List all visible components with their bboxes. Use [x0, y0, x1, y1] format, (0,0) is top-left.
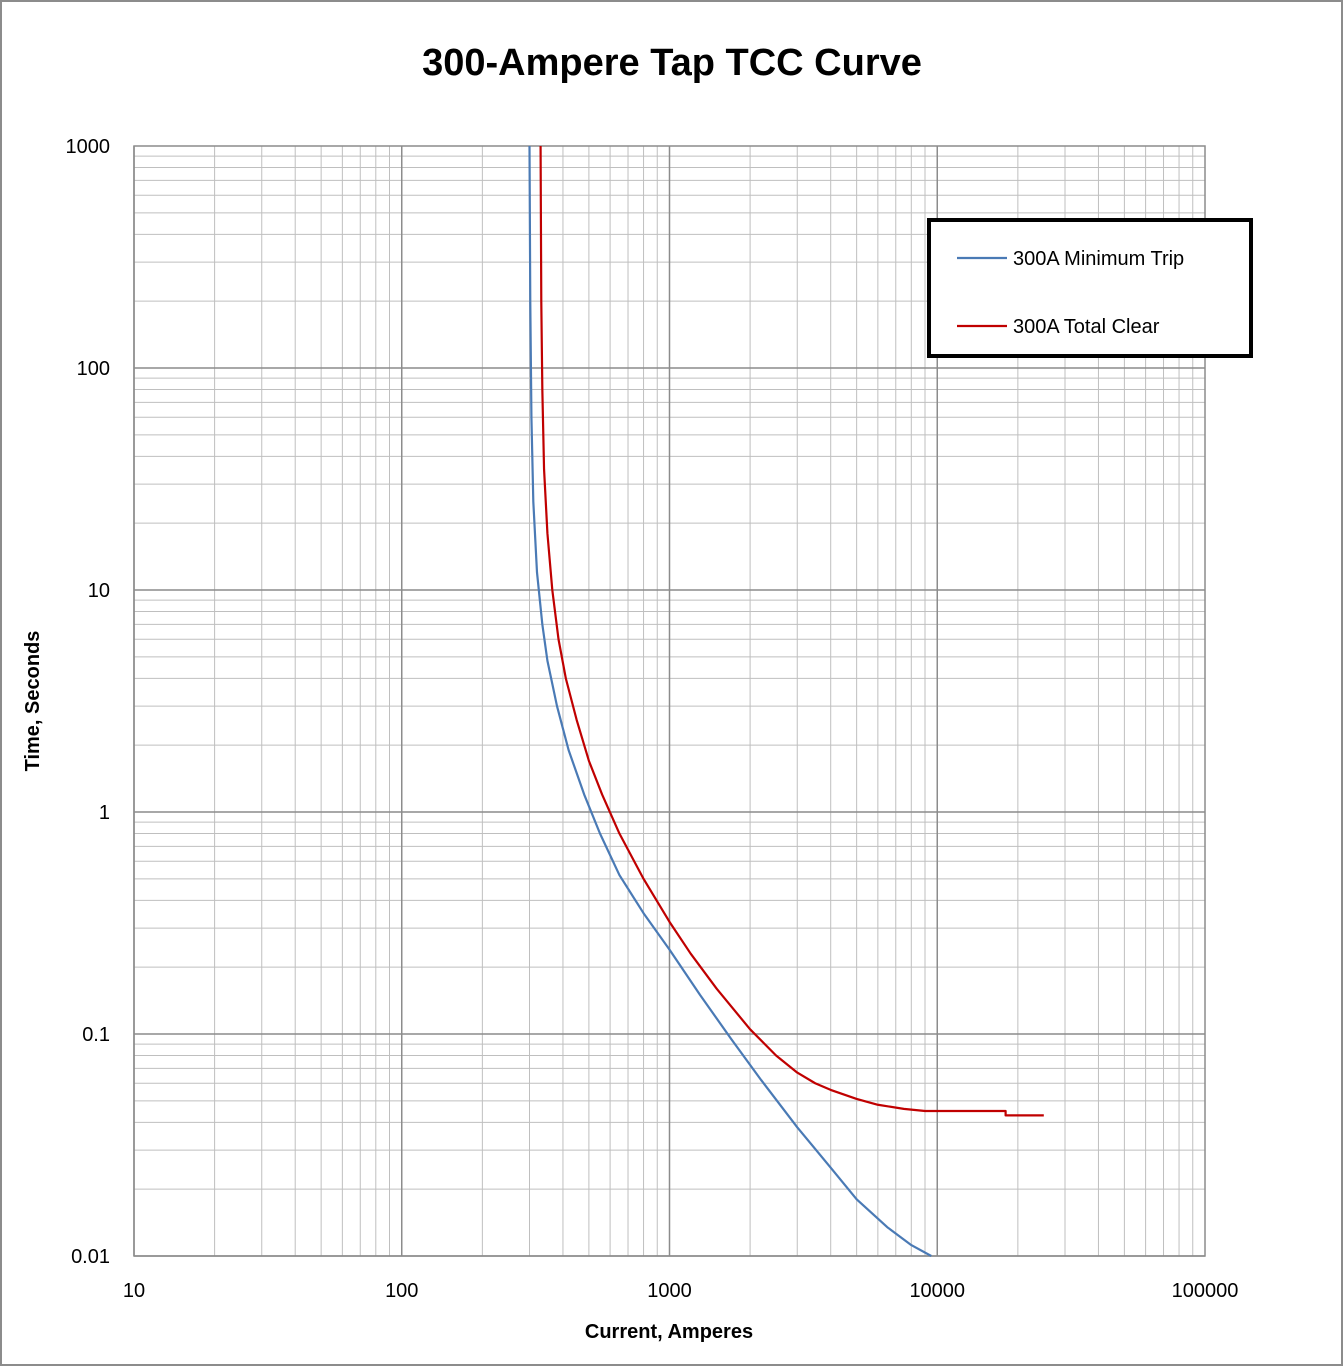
x-tick-label: 10000 — [909, 1280, 965, 1302]
plot-area-border — [133, 145, 1206, 1257]
series-lines — [528, 145, 1044, 1257]
y-tick-label: 0.01 — [71, 1246, 110, 1268]
x-tick-labels: 10 100 1000 10000 100000 — [123, 1280, 1239, 1302]
legend-label-2: 300A Total Clear — [1013, 316, 1160, 338]
legend-label-1: 300A Minimum Trip — [1013, 248, 1184, 270]
y-tick-label: 1000 — [66, 136, 111, 158]
y-tick-label: 10 — [88, 580, 110, 602]
x-tick-label: 10 — [123, 1280, 145, 1302]
legend-box — [927, 218, 1253, 358]
x-axis-title: Current, Amperes — [585, 1321, 753, 1343]
minor-gridlines — [134, 146, 1205, 1256]
legend: 300A Minimum Trip 300A Total Clear — [927, 218, 1253, 358]
chart-title: 300-Ampere Tap TCC Curve — [422, 42, 922, 84]
x-tick-label: 100000 — [1172, 1280, 1239, 1302]
y-tick-label: 0.1 — [82, 1024, 110, 1046]
y-tick-labels: 0.01 0.1 1 10 100 1000 — [66, 136, 111, 1268]
x-tick-label: 100 — [385, 1280, 418, 1302]
y-tick-label: 100 — [77, 358, 110, 380]
series-line-2 — [539, 145, 1044, 1117]
series-line-1 — [528, 145, 932, 1257]
y-axis-title: Time, Seconds — [22, 631, 44, 772]
x-tick-label: 1000 — [647, 1280, 692, 1302]
y-tick-label: 1 — [99, 802, 110, 824]
